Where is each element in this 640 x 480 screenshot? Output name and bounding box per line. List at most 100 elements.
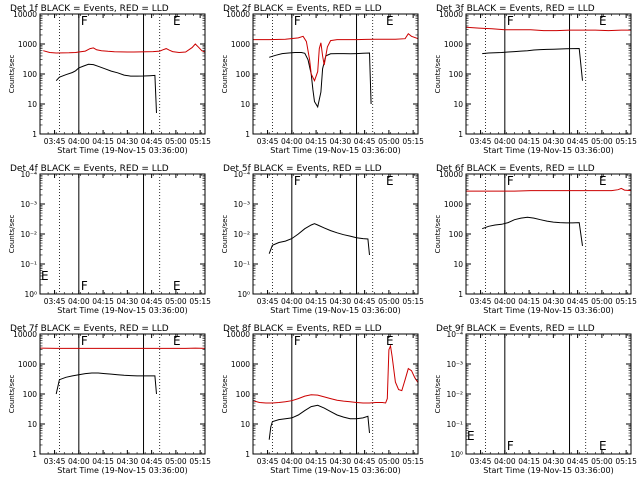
marker-label: F	[81, 14, 88, 28]
y-tick-label: 10⁻¹	[233, 260, 250, 269]
marker-label: F	[294, 14, 301, 28]
x-tick-label: 04:30	[330, 297, 352, 306]
x-tick-label: 04:00	[68, 297, 90, 306]
x-tick-label: 05:00	[165, 137, 187, 146]
y-tick-label: 10⁻⁴	[446, 330, 463, 339]
plot-frame	[252, 173, 419, 295]
events-series-line	[482, 216, 583, 246]
y-tick-label: 10⁰	[237, 290, 250, 299]
x-tick-label: 04:45	[354, 137, 376, 146]
chart-title: Det 3f BLACK = Events, RED = LLD	[436, 4, 595, 14]
x-tick-label: 03:45	[44, 137, 66, 146]
chart-title: Det 7f BLACK = Events, RED = LLD	[10, 324, 169, 334]
plot-frame	[465, 173, 632, 295]
y-tick-label: 1	[458, 130, 463, 139]
x-tick-label: 05:15	[402, 457, 424, 466]
y-tick-label: 1	[245, 130, 250, 139]
x-tick-label: 04:45	[141, 137, 163, 146]
y-tick-label: 10⁻²	[446, 390, 463, 399]
x-tick-label: 04:45	[354, 457, 376, 466]
y-axis-label: Counts/sec	[434, 375, 442, 414]
plot-frame	[39, 333, 206, 455]
marker-label: F	[507, 439, 514, 453]
x-tick-label: 05:15	[615, 457, 637, 466]
y-axis-label: Counts/sec	[8, 375, 16, 414]
y-tick-label: 1000	[444, 40, 463, 49]
chart-panel: Det 3f BLACK = Events, RED = LLD 1 10 100 10…	[434, 4, 637, 155]
x-tick-label: 05:15	[189, 137, 211, 146]
chart-panel: Det 8f BLACK = Events, RED = LLD 1 10 100 10…	[221, 324, 424, 475]
y-axis-label: Counts/sec	[221, 215, 229, 254]
marker-label: E	[599, 14, 607, 28]
x-tick-label: 05:15	[615, 297, 637, 306]
x-tick-label: 05:00	[591, 457, 613, 466]
y-tick-label: 10⁻⁴	[20, 170, 37, 179]
marker-label: E	[173, 334, 181, 348]
x-tick-label: 04:00	[281, 457, 303, 466]
x-tick-label: 05:00	[378, 137, 400, 146]
chart-title: Det 4f BLACK = Events, RED = LLD	[10, 164, 169, 174]
x-axis-label: Start Time (19-Nov-15 03:36:00)	[270, 306, 400, 315]
x-tick-label: 05:00	[591, 137, 613, 146]
y-tick-label: 10000	[439, 170, 463, 179]
x-tick-label: 04:45	[141, 457, 163, 466]
x-tick-label: 04:00	[281, 297, 303, 306]
x-tick-label: 05:15	[402, 137, 424, 146]
plot-frame	[252, 333, 419, 455]
lld-series-line	[466, 26, 631, 32]
x-axis-label: Start Time (19-Nov-15 03:36:00)	[57, 466, 187, 475]
x-tick-label: 04:45	[567, 137, 589, 146]
y-tick-label: 1000	[231, 40, 250, 49]
x-tick-label: 04:45	[141, 297, 163, 306]
marker-label: E	[386, 14, 394, 28]
y-tick-label: 1	[458, 290, 463, 299]
marker-label: F	[507, 174, 514, 188]
plot-frame	[465, 333, 632, 455]
x-tick-label: 05:00	[591, 297, 613, 306]
y-tick-label: 10⁻²	[233, 230, 250, 239]
x-tick-label: 04:15	[305, 297, 327, 306]
y-axis-label: Counts/sec	[221, 375, 229, 414]
y-tick-label: 10000	[439, 10, 463, 19]
y-tick-label: 10⁻³	[446, 360, 463, 369]
y-tick-label: 10	[27, 100, 37, 109]
chart-panel: Det 9f BLACK = Events, RED = LLD 10⁰ 10⁻¹ 1…	[434, 324, 637, 475]
x-tick-label: 05:15	[402, 297, 424, 306]
y-tick-label: 10000	[226, 10, 250, 19]
marker-label: E	[41, 269, 49, 283]
x-tick-label: 04:30	[117, 457, 139, 466]
y-tick-label: 10⁻²	[20, 230, 37, 239]
marker-label: F	[81, 334, 88, 348]
x-tick-label: 03:45	[257, 297, 279, 306]
x-tick-label: 04:30	[543, 457, 565, 466]
marker-label: E	[386, 174, 394, 188]
marker-label: F	[294, 174, 301, 188]
y-tick-label: 10000	[13, 330, 37, 339]
events-series-line	[55, 372, 157, 395]
x-tick-label: 04:30	[543, 137, 565, 146]
x-tick-label: 03:45	[44, 297, 66, 306]
x-tick-label: 04:30	[330, 457, 352, 466]
y-axis-label: Counts/sec	[434, 215, 442, 254]
y-tick-label: 1000	[444, 200, 463, 209]
x-tick-label: 04:15	[518, 137, 540, 146]
y-tick-label: 10	[453, 100, 463, 109]
lld-series-line	[466, 187, 631, 192]
events-series-line	[268, 223, 370, 256]
plot-frame	[39, 13, 206, 135]
x-tick-label: 05:15	[615, 137, 637, 146]
events-series-line	[55, 63, 157, 114]
chart-panel: Det 5f BLACK = Events, RED = LLD 10⁰ 10⁻¹ 1…	[221, 164, 424, 315]
x-tick-label: 04:15	[305, 137, 327, 146]
x-tick-label: 04:00	[68, 457, 90, 466]
plot-frame	[252, 13, 419, 135]
y-tick-label: 10⁻³	[233, 200, 250, 209]
y-tick-label: 100	[236, 390, 251, 399]
x-axis-label: Start Time (19-Nov-15 03:36:00)	[270, 146, 400, 155]
x-axis-label: Start Time (19-Nov-15 03:36:00)	[483, 146, 613, 155]
y-tick-label: 10⁰	[24, 290, 37, 299]
chart-panel: Det 7f BLACK = Events, RED = LLD 1 10 100 10…	[8, 324, 211, 475]
chart-panel: Det 2f BLACK = Events, RED = LLD 1 10 100 10…	[221, 4, 424, 155]
y-tick-label: 10	[240, 420, 250, 429]
chart-panel: Det 4f BLACK = Events, RED = LLD 10⁰ 10⁻¹ 1…	[8, 164, 211, 315]
